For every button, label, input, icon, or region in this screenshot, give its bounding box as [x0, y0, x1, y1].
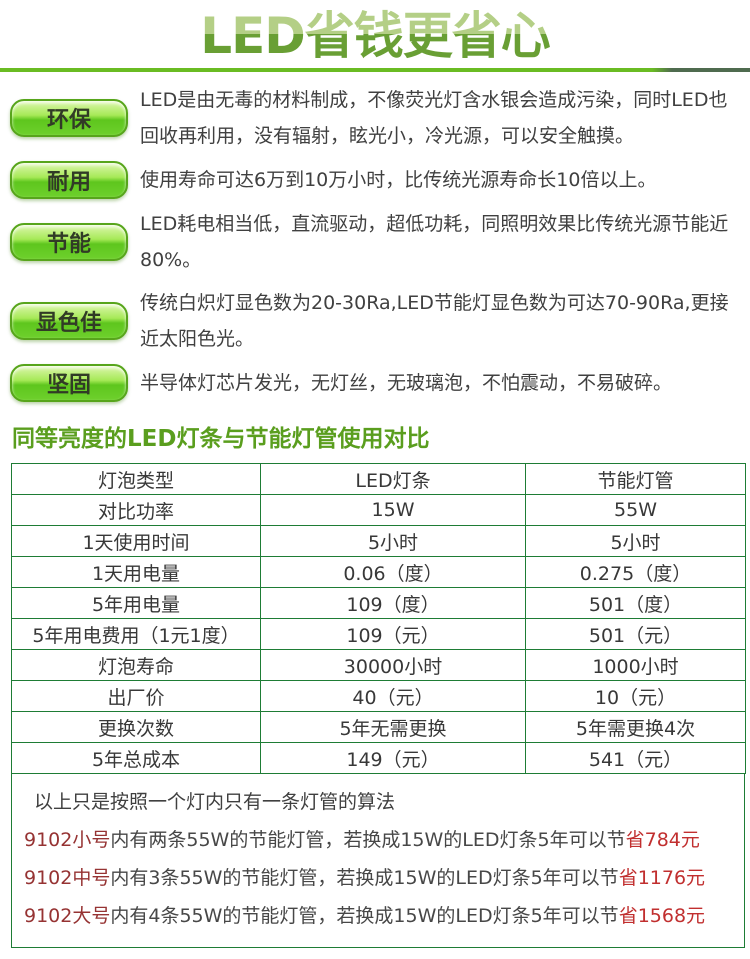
note-text: 内有4条55W的节能灯管，若换成15W的LED灯条5年可以节 — [110, 905, 619, 927]
comparison-table: 灯泡类型 LED灯条 节能灯管 对比功率 15W 55W 1天使用时间 5小时 … — [11, 463, 746, 774]
feature-row-sturdy: 坚固 半导体灯芯片发光，无灯丝，无玻璃泡，不怕震动，不易破碎。 — [10, 364, 750, 402]
table-row: 5年总成本 149（元） 541（元） — [11, 742, 746, 774]
table-row: 1天用电量 0.06（度） 0.275（度） — [11, 556, 746, 588]
note-line-medium: 9102中号内有3条55W的节能灯管，若换成15W的LED灯条5年可以节省117… — [24, 859, 732, 897]
table-cell: 55W — [525, 494, 746, 526]
table-cell: 501（元） — [525, 618, 746, 650]
table-cell: 5年用电费用（1元1度） — [11, 618, 261, 650]
note-saving-amount: 省784元 — [625, 829, 700, 851]
feature-badge-eco: 环保 — [10, 99, 128, 137]
table-cell: 对比功率 — [11, 494, 261, 526]
table-header-cell: 节能灯管 — [525, 463, 746, 495]
formula-footer: 此公式计算如下：1000瓦1小时1度电 功率*每天用电时间=1天用度电数*5年总… — [0, 948, 750, 959]
feature-row-color-rendering: 显色佳 传统白炽灯显色数为20-30Ra,LED节能灯显色数为可达70-90Ra… — [10, 285, 750, 357]
table-cell: 30000小时 — [260, 649, 526, 681]
table-cell: 5年总成本 — [11, 742, 261, 774]
note-line-small: 9102小号内有两条55W的节能灯管，若换成15W的LED灯条5年可以节省784… — [24, 821, 732, 859]
comparison-heading: 同等亮度的LED灯条与节能灯管使用对比 — [12, 426, 430, 452]
header-divider — [0, 68, 750, 72]
note-model-large: 9102大号 — [24, 905, 111, 927]
feature-badge-energy-saving: 节能 — [10, 223, 128, 261]
table-header-cell: 灯泡类型 — [11, 463, 261, 495]
table-cell: 灯泡寿命 — [11, 649, 261, 681]
table-cell: 5小时 — [260, 525, 526, 557]
table-cell: 5年用电量 — [11, 587, 261, 619]
table-cell: 0.275（度） — [525, 556, 746, 588]
notes-box: 以上只是按照一个灯内只有一条灯管的算法 9102小号内有两条55W的节能灯管，若… — [11, 774, 745, 948]
feature-list: 环保 LED是由无毒的材料制成，不像荧光灯含水银会造成污染，同时LED也回收再利… — [0, 72, 750, 411]
table-row: 5年用电量 109（度） 501（度） — [11, 587, 746, 619]
table-row: 1天使用时间 5小时 5小时 — [11, 525, 746, 557]
table-row: 更换次数 5年无需更换 5年需更换4次 — [11, 711, 746, 743]
table-cell: 40（元） — [260, 680, 526, 712]
note-line-large: 9102大号内有4条55W的节能灯管，若换成15W的LED灯条5年可以节省156… — [24, 897, 732, 935]
table-cell: 5年需更换4次 — [525, 711, 746, 743]
table-cell: 5年无需更换 — [260, 711, 526, 743]
table-row: 5年用电费用（1元1度） 109（元） 501（元） — [11, 618, 746, 650]
table-row: 出厂价 40（元） 10（元） — [11, 680, 746, 712]
note-intro: 以上只是按照一个灯内只有一条灯管的算法 — [34, 791, 396, 813]
table-header-cell: LED灯条 — [260, 463, 526, 495]
feature-text-energy-saving: LED耗电相当低，直流驱动，超低功耗，同照明效果比传统光源节能近80%。 — [140, 213, 729, 271]
note-text: 内有两条55W的节能灯管，若换成15W的LED灯条5年可以节 — [110, 829, 626, 851]
table-cell: 149（元） — [260, 742, 526, 774]
note-saving-amount: 省1568元 — [618, 905, 706, 927]
note-saving-amount: 省1176元 — [618, 867, 706, 889]
table-header-row: 灯泡类型 LED灯条 节能灯管 — [11, 463, 746, 495]
table-cell: 501（度） — [525, 587, 746, 619]
table-cell: 5小时 — [525, 525, 746, 557]
feature-text-durable: 使用寿命可达6万到10万小时，比传统光源寿命长10倍以上。 — [140, 169, 657, 191]
table-cell: 15W — [260, 494, 526, 526]
note-model-medium: 9102中号 — [24, 867, 111, 889]
table-cell: 541（元） — [525, 742, 746, 774]
note-model-small: 9102小号 — [24, 829, 111, 851]
table-cell: 出厂价 — [11, 680, 261, 712]
feature-text-color-rendering: 传统白炽灯显色数为20-30Ra,LED节能灯显色数为可达70-90Ra,更接近… — [140, 292, 729, 350]
note-text: 内有3条55W的节能灯管，若换成15W的LED灯条5年可以节 — [110, 867, 619, 889]
feature-row-eco: 环保 LED是由无毒的材料制成，不像荧光灯含水银会造成污染，同时LED也回收再利… — [10, 82, 750, 154]
table-cell: 0.06（度） — [260, 556, 526, 588]
table-cell: 1天用电量 — [11, 556, 261, 588]
feature-badge-durable: 耐用 — [10, 161, 128, 199]
feature-row-energy-saving: 节能 LED耗电相当低，直流驱动，超低功耗，同照明效果比传统光源节能近80%。 — [10, 206, 750, 278]
feature-row-durable: 耐用 使用寿命可达6万到10万小时，比传统光源寿命长10倍以上。 — [10, 161, 750, 199]
table-cell: 109（度） — [260, 587, 526, 619]
table-cell: 1天使用时间 — [11, 525, 261, 557]
table-cell: 109（元） — [260, 618, 526, 650]
feature-text-sturdy: 半导体灯芯片发光，无灯丝，无玻璃泡，不怕震动，不易破碎。 — [140, 372, 673, 394]
feature-badge-sturdy: 坚固 — [10, 364, 128, 402]
page-title: LED省钱更省心 — [0, 0, 750, 68]
table-row: 对比功率 15W 55W — [11, 494, 746, 526]
table-cell: 更换次数 — [11, 711, 261, 743]
comparison-section: 灯泡类型 LED灯条 节能灯管 对比功率 15W 55W 1天使用时间 5小时 … — [11, 463, 746, 948]
feature-text-eco: LED是由无毒的材料制成，不像荧光灯含水银会造成污染，同时LED也回收再利用，没… — [140, 89, 728, 147]
table-cell: 10（元） — [525, 680, 746, 712]
feature-badge-color-rendering: 显色佳 — [10, 302, 128, 340]
table-cell: 1000小时 — [525, 649, 746, 681]
table-row: 灯泡寿命 30000小时 1000小时 — [11, 649, 746, 681]
